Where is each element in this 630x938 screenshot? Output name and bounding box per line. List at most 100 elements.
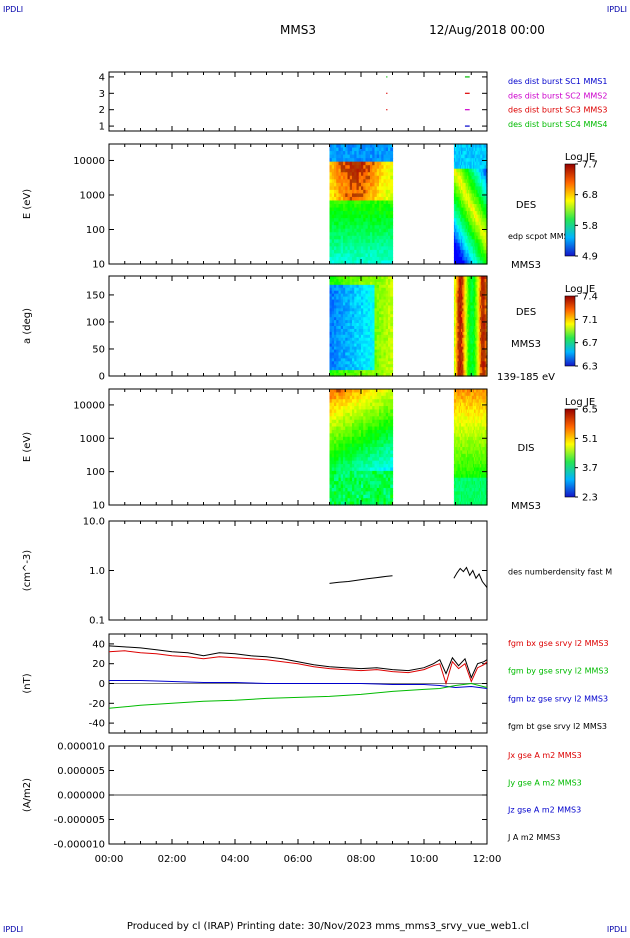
heatmap-cell <box>390 423 393 427</box>
instrument-label: DES <box>516 200 536 211</box>
heatmap-cell <box>390 186 393 190</box>
heatmap-cell <box>390 491 393 495</box>
heatmap-cell <box>390 211 393 215</box>
heatmap-cell <box>390 427 393 431</box>
heatmap-cell <box>390 420 393 424</box>
heatmap-cell <box>390 162 393 166</box>
heatmap-cell <box>390 447 393 451</box>
corner-label-top-right: IPDLI <box>607 5 627 14</box>
heatmap-cell <box>390 440 393 444</box>
heatmap-cell <box>390 399 393 403</box>
y-tick-label: 2 <box>99 105 105 116</box>
heatmap-cell <box>390 208 393 212</box>
heatmap-cell <box>390 236 393 240</box>
heatmap-cell <box>390 204 393 208</box>
y-tick-label: 1 <box>99 122 105 133</box>
y-tick-label: 100 <box>86 225 105 236</box>
y-tick-label: 50 <box>92 344 105 355</box>
colorbar-tick-label: 6.7 <box>582 338 598 349</box>
heatmap-cell <box>390 471 393 475</box>
heatmap-cell <box>390 416 393 420</box>
heatmap-cell <box>390 409 393 413</box>
heatmap-cell <box>390 495 393 499</box>
plot-datetime: 12/Aug/2018 00:00 <box>429 23 545 37</box>
legend-entry: des dist burst SC3 MMS3 <box>508 106 607 115</box>
heatmap-cell <box>390 239 393 243</box>
heatmap-cell <box>390 200 393 204</box>
heatmap-cell <box>390 246 393 250</box>
heatmap-cell <box>390 215 393 219</box>
heatmap-cell <box>390 243 393 247</box>
heatmap-cell <box>390 232 393 236</box>
heatmap-cell <box>390 193 393 197</box>
colorbar-tick-label: 6.8 <box>582 190 598 201</box>
y-tick-label: 100 <box>86 317 105 328</box>
heatmap-cell <box>390 165 393 169</box>
colorbar <box>565 296 575 366</box>
heatmap-cell <box>390 474 393 478</box>
heatmap-cell <box>390 169 393 173</box>
heatmap-cell <box>390 392 393 396</box>
heatmap-cell <box>390 430 393 434</box>
heatmap-cell <box>390 172 393 176</box>
colorbar-tick-label: 5.8 <box>582 221 598 232</box>
heatmap-cell <box>390 444 393 448</box>
heatmap-cell <box>390 225 393 229</box>
colorbar <box>565 164 575 256</box>
heatmap-cell <box>390 454 393 458</box>
heatmap-cell <box>390 464 393 468</box>
heatmap-cell <box>390 253 393 257</box>
heatmap-cell <box>390 396 393 400</box>
heatmap-cell <box>390 433 393 437</box>
heatmap-cell <box>390 413 393 417</box>
heatmap-cell <box>390 155 393 159</box>
y-tick-label: 0 <box>99 372 105 383</box>
heatmap-cell <box>390 250 393 254</box>
heatmap-cell <box>390 457 393 461</box>
heatmap-cell <box>390 437 393 441</box>
heatmap-cell <box>390 176 393 180</box>
panel-frame <box>109 72 487 131</box>
y-axis-label: a (deg) <box>22 308 33 344</box>
heatmap-cell <box>390 478 393 482</box>
heatmap-cell <box>390 183 393 187</box>
y-tick-label: 150 <box>86 290 105 301</box>
colorbar-tick-label: 7.7 <box>582 160 598 171</box>
legend-entry: des dist burst SC2 MMS2 <box>508 91 607 100</box>
corner-label-top-left: IPDLI <box>3 5 23 14</box>
heatmap-cell <box>390 257 393 261</box>
panel-frame <box>109 144 487 264</box>
y-tick-label: 10 <box>92 260 105 271</box>
y-tick-label: 3 <box>99 89 105 100</box>
heatmap-cell <box>390 179 393 183</box>
panel-bottom-label: MMS3 <box>511 260 541 271</box>
colorbar-tick-label: 4.9 <box>582 252 598 263</box>
panel-bottom-label: 139-185 eV <box>497 372 555 383</box>
heatmap-cell <box>390 151 393 155</box>
mission-title: MMS3 <box>280 23 316 37</box>
heatmap-cell <box>390 222 393 226</box>
heatmap-cell <box>390 485 393 489</box>
colorbar-tick-label: 6.3 <box>582 362 598 373</box>
heatmap-cell <box>390 197 393 201</box>
heatmap-cell <box>390 467 393 471</box>
heatmap-cell <box>390 488 393 492</box>
y-tick-label: 1000 <box>80 190 105 201</box>
colorbar-tick-label: 7.1 <box>582 315 598 326</box>
instrument-sub-label: MMS3 <box>511 339 541 350</box>
side-text: edp scpot MMS3 <box>508 232 574 241</box>
colorbar-tick-label: 7.4 <box>582 292 598 303</box>
heatmap-cell <box>390 403 393 407</box>
heatmap-cell <box>390 461 393 465</box>
legend-entry: des dist burst SC1 MMS1 <box>508 77 607 86</box>
heatmap-cell <box>390 190 393 194</box>
instrument-label: DES <box>516 307 536 318</box>
heatmap-cell <box>390 148 393 152</box>
